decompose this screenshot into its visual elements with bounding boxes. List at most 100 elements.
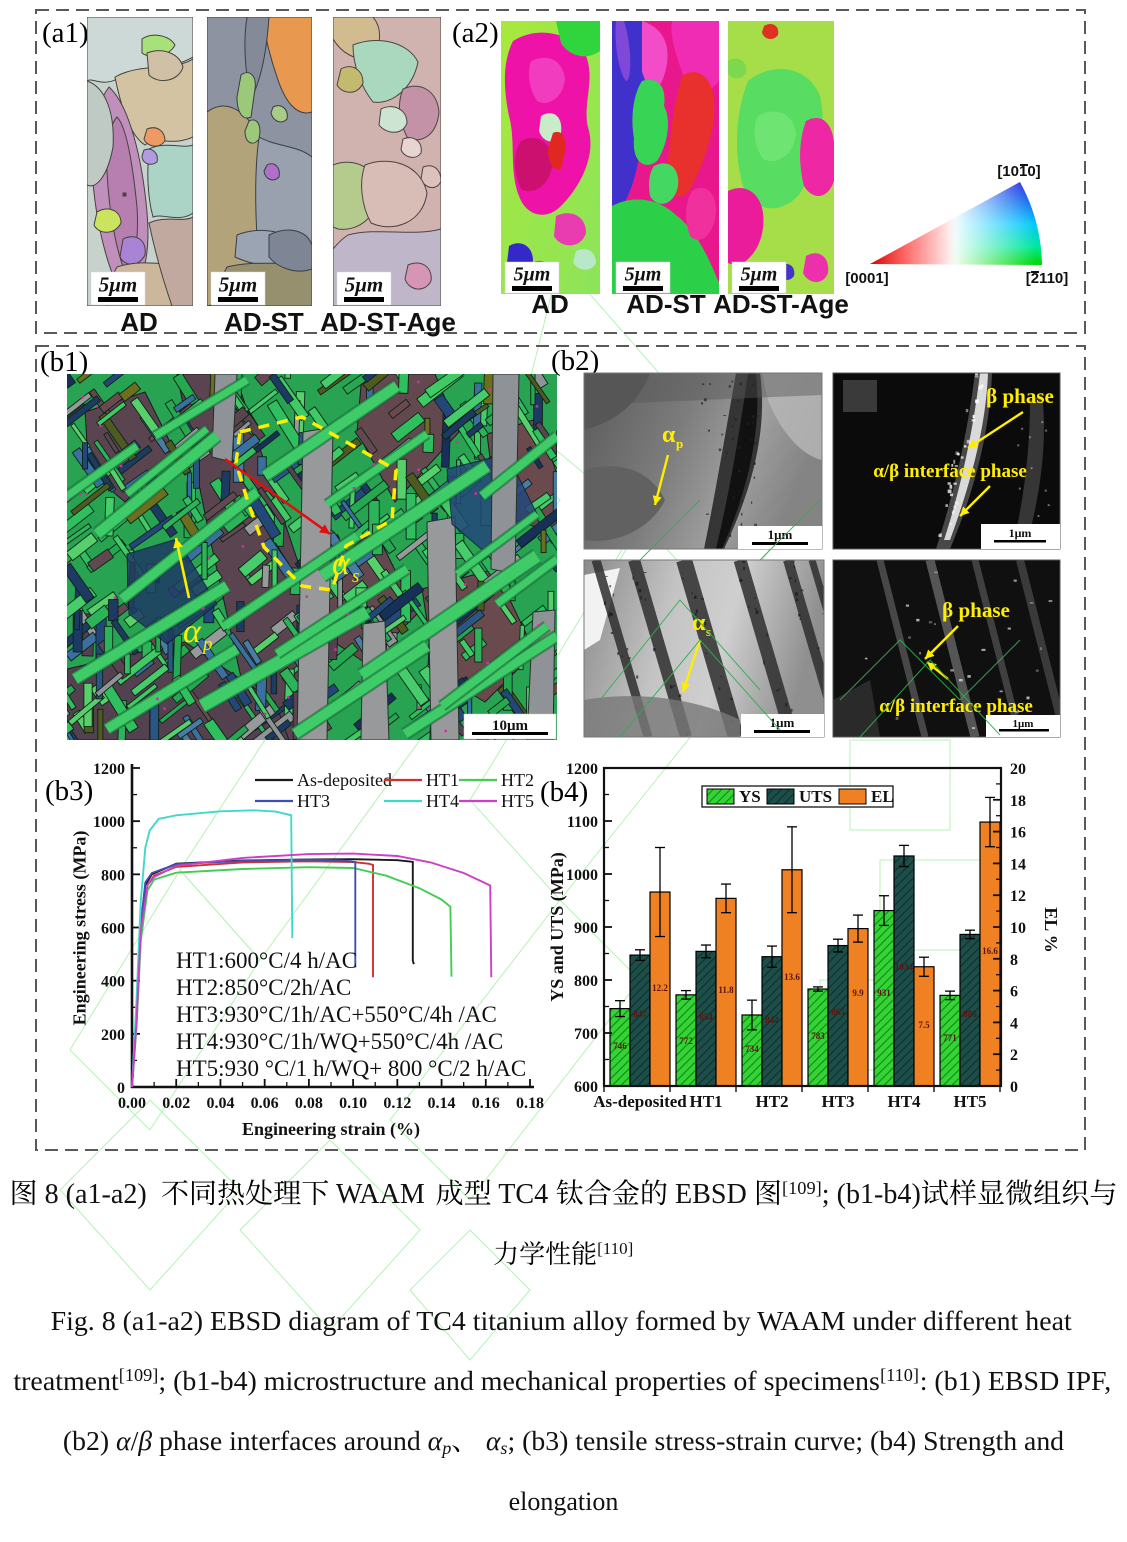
svg-text:HT4: HT4 <box>426 791 459 811</box>
svg-text:HT5: HT5 <box>953 1092 986 1111</box>
svg-text:734: 734 <box>745 1044 759 1054</box>
svg-text:[1010]: [1010] <box>997 163 1040 180</box>
svg-text:YS: YS <box>739 787 761 806</box>
svg-text:844: 844 <box>765 1015 779 1025</box>
svg-text:EL %: EL % <box>1041 907 1061 953</box>
svg-text:Engineering strain (%): Engineering strain (%) <box>242 1119 420 1140</box>
svg-text:As-deposited: As-deposited <box>297 770 392 790</box>
svg-text:1μm: 1μm <box>770 715 795 730</box>
svg-text:(b1): (b1) <box>40 346 88 378</box>
svg-text:AD-ST: AD-ST <box>224 307 304 337</box>
svg-text:s: s <box>500 1438 507 1458</box>
svg-text:1μm: 1μm <box>1009 526 1032 540</box>
svg-text:(b3): (b3) <box>45 775 93 807</box>
svg-text:HT2: HT2 <box>755 1092 788 1111</box>
svg-text:HT5:930 °C/1 h/WQ+ 800 °C/2 h/: HT5:930 °C/1 h/WQ+ 800 °C/2 h/AC <box>176 1056 526 1081</box>
svg-text:5μm: 5μm <box>219 272 258 296</box>
svg-text:772: 772 <box>679 1036 693 1046</box>
svg-text:WAAM: WAAM <box>329 1179 431 1210</box>
svg-text:0.02: 0.02 <box>162 1095 190 1112</box>
svg-text:700: 700 <box>574 1026 598 1043</box>
svg-text:8 (a1-a2): 8 (a1-a2) <box>38 1179 161 1210</box>
svg-text:16.6: 16.6 <box>982 946 998 956</box>
svg-text:α: α <box>183 613 202 650</box>
svg-text:9.9: 9.9 <box>852 988 864 998</box>
svg-text:α: α <box>486 1425 502 1456</box>
svg-text:600: 600 <box>574 1079 598 1096</box>
svg-text:1100: 1100 <box>567 814 598 831</box>
svg-text:(a2): (a2) <box>452 17 499 49</box>
svg-text:800: 800 <box>101 867 125 884</box>
svg-text:886: 886 <box>963 1009 977 1019</box>
svg-text:14: 14 <box>1010 856 1026 873</box>
svg-text:: (b1) EBSD IPF,: : (b1) EBSD IPF, <box>920 1366 1112 1397</box>
svg-text:UTS: UTS <box>799 787 832 806</box>
svg-text:α/β interface phase: α/β interface phase <box>873 461 1027 482</box>
svg-text:0.08: 0.08 <box>295 1095 323 1112</box>
svg-text:AD: AD <box>120 307 158 337</box>
svg-text:AD-ST: AD-ST <box>626 289 706 319</box>
svg-text:10μm: 10μm <box>492 718 529 734</box>
svg-text:4: 4 <box>1010 1015 1018 1032</box>
svg-text:α: α <box>692 610 706 636</box>
svg-text:5μm: 5μm <box>741 263 778 285</box>
svg-text:10: 10 <box>1010 920 1026 937</box>
svg-text:13.6: 13.6 <box>784 972 800 982</box>
svg-text:(b2): (b2) <box>63 1425 116 1456</box>
svg-text:0: 0 <box>1010 1079 1018 1096</box>
svg-text:12: 12 <box>1010 888 1026 905</box>
svg-text:HT4: HT4 <box>887 1092 921 1111</box>
svg-text:; (b1-b4) microstructure and m: ; (b1-b4) microstructure and mechanical … <box>158 1366 879 1397</box>
svg-text:20: 20 <box>1010 761 1026 778</box>
svg-text:α: α <box>428 1425 444 1456</box>
svg-text:1034: 1034 <box>895 962 914 972</box>
svg-text:7.5: 7.5 <box>918 1020 930 1030</box>
svg-text:p: p <box>440 1438 451 1458</box>
svg-text:0.18: 0.18 <box>516 1095 544 1112</box>
svg-text:AD-ST-Age: AD-ST-Age <box>713 289 849 319</box>
svg-text:Fig. 8 (a1-a2) EBSD diagram of: Fig. 8 (a1-a2) EBSD diagram of TC4 titan… <box>51 1306 1072 1337</box>
svg-text:900: 900 <box>574 920 598 937</box>
svg-text:elongation: elongation <box>509 1487 619 1516</box>
svg-text:HT1: HT1 <box>426 770 459 790</box>
svg-text:HT2:850°C/2h/AC: HT2:850°C/2h/AC <box>176 975 351 1000</box>
svg-text:β: β <box>137 1425 152 1456</box>
svg-text:0.12: 0.12 <box>383 1095 411 1112</box>
svg-text:5μm: 5μm <box>99 272 138 296</box>
svg-text:18: 18 <box>1010 793 1026 810</box>
svg-text:1200: 1200 <box>566 761 598 778</box>
svg-text:16: 16 <box>1010 825 1026 842</box>
svg-text:1μm: 1μm <box>768 527 793 542</box>
svg-text:(a1): (a1) <box>42 17 89 49</box>
svg-text:800: 800 <box>574 973 598 990</box>
svg-text:12.2: 12.2 <box>652 983 668 993</box>
svg-text:HT1:600°C/4 h/AC: HT1:600°C/4 h/AC <box>176 948 357 973</box>
svg-text:0.00: 0.00 <box>118 1095 146 1112</box>
svg-text:phase interfaces around: phase interfaces around <box>152 1425 428 1456</box>
svg-text:746: 746 <box>613 1041 627 1051</box>
svg-text:HT4:930°C/1h/WQ+550°C/4h /AC: HT4:930°C/1h/WQ+550°C/4h /AC <box>176 1029 503 1054</box>
svg-text:HT3: HT3 <box>821 1092 854 1111</box>
svg-text:YS and UTS (MPa): YS and UTS (MPa) <box>547 852 568 1002</box>
svg-text:; (b1-b4): ; (b1-b4) <box>822 1179 921 1210</box>
svg-text:0.04: 0.04 <box>206 1095 234 1112</box>
svg-text:0: 0 <box>117 1080 125 1097</box>
svg-text:200: 200 <box>101 1027 125 1044</box>
svg-text:EBSD: EBSD <box>668 1179 754 1210</box>
svg-text:5μm: 5μm <box>514 263 551 285</box>
svg-text:EL: EL <box>871 787 894 806</box>
svg-text:α: α <box>332 545 351 582</box>
svg-text:8: 8 <box>1010 952 1018 969</box>
svg-text:0.16: 0.16 <box>472 1095 500 1112</box>
svg-text:β phase: β phase <box>986 384 1054 408</box>
svg-text:1000: 1000 <box>93 814 125 831</box>
svg-text:400: 400 <box>101 974 125 991</box>
svg-text:[110]: [110] <box>597 1239 633 1258</box>
svg-text:HT3:930°C/1h/AC+550°C/4h /AC: HT3:930°C/1h/AC+550°C/4h /AC <box>176 1002 497 1027</box>
svg-text:0.10: 0.10 <box>339 1095 367 1112</box>
svg-text:[2110]: [2110] <box>1026 270 1069 287</box>
svg-text:TC4: TC4 <box>492 1179 555 1210</box>
svg-text:HT5: HT5 <box>501 791 534 811</box>
svg-text:p: p <box>201 634 213 655</box>
svg-text:865: 865 <box>831 1007 845 1017</box>
